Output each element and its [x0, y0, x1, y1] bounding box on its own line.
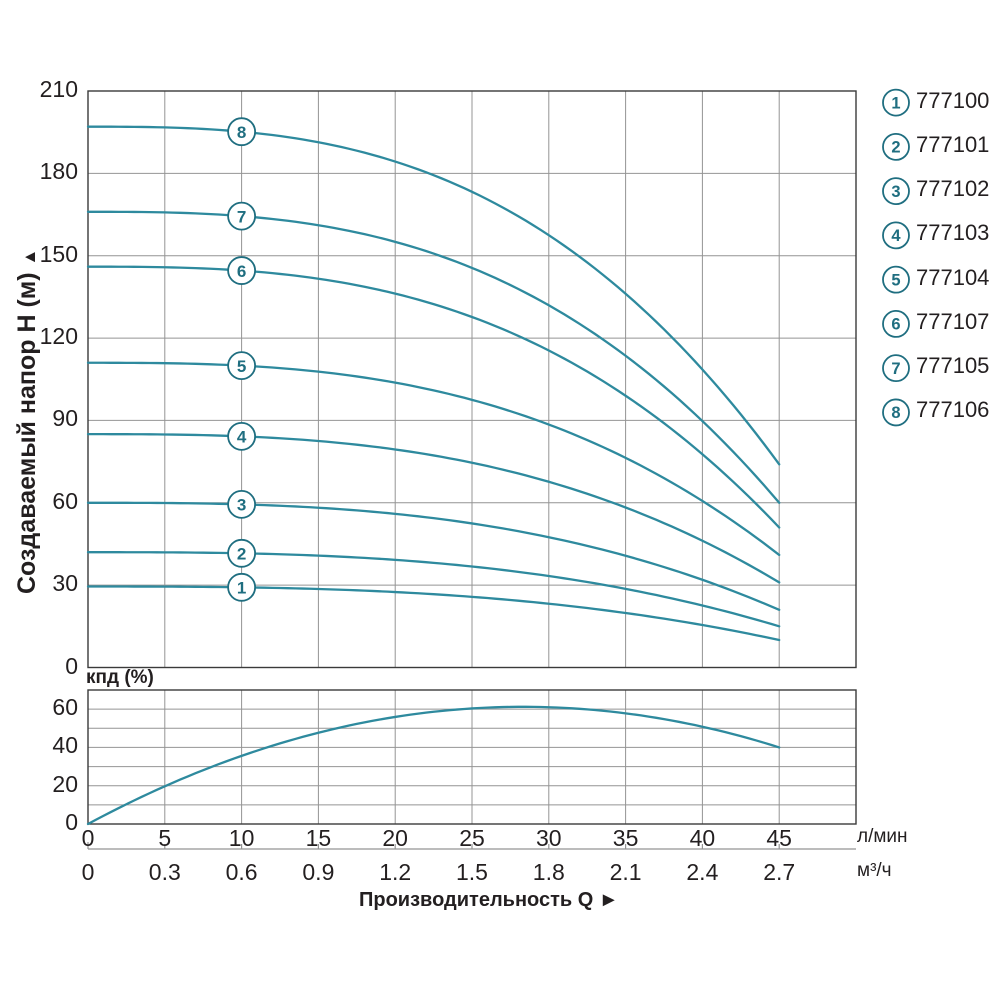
svg-text:3: 3 — [237, 496, 246, 515]
svg-text:8: 8 — [237, 123, 246, 142]
svg-text:5: 5 — [237, 357, 246, 376]
svg-text:3: 3 — [891, 183, 900, 201]
svg-text:2: 2 — [237, 545, 246, 564]
svg-text:1: 1 — [891, 94, 900, 112]
svg-text:7: 7 — [891, 360, 900, 378]
svg-text:4: 4 — [237, 428, 247, 447]
svg-text:4: 4 — [891, 227, 901, 245]
svg-text:7: 7 — [237, 207, 246, 226]
svg-text:6: 6 — [237, 262, 246, 281]
svg-text:1: 1 — [237, 579, 246, 598]
svg-text:5: 5 — [891, 271, 900, 289]
svg-text:2: 2 — [891, 139, 900, 157]
svg-text:8: 8 — [891, 404, 900, 422]
svg-text:6: 6 — [891, 316, 900, 334]
